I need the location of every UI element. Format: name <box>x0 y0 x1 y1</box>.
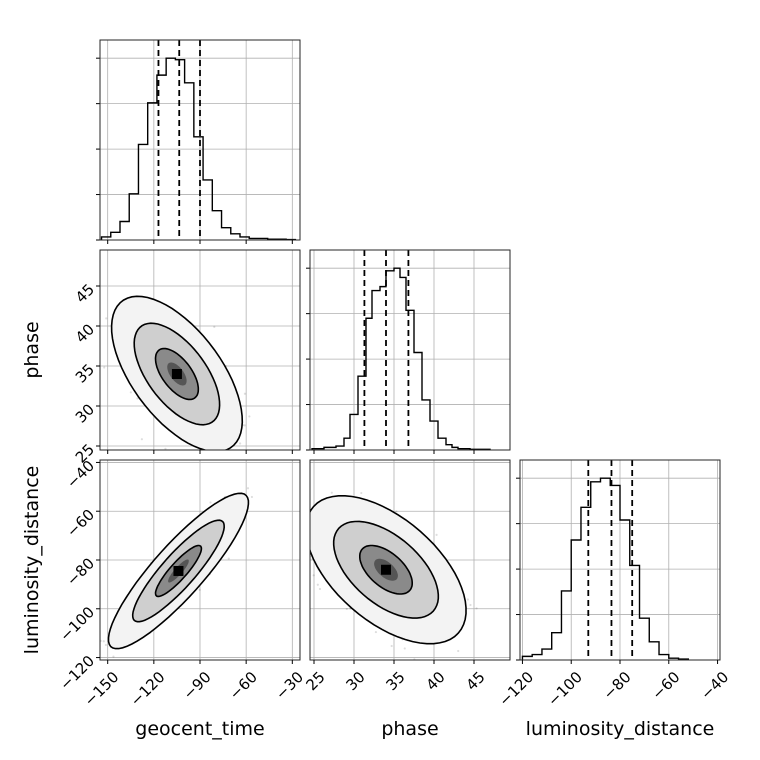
tick-label-y: −80 <box>63 554 98 589</box>
tick-label-x: 35 <box>383 668 409 694</box>
tick-label-y: −60 <box>63 506 98 541</box>
scatter-point <box>243 392 247 395</box>
scatter-point <box>243 424 246 427</box>
scatter-point <box>103 366 106 369</box>
axis-label-phase: phase <box>21 321 43 378</box>
scatter-point <box>318 587 322 591</box>
scatter-point <box>312 574 315 577</box>
tick-label-x: −30 <box>272 668 307 703</box>
scatter-point <box>469 603 472 607</box>
contour-line <box>110 295 244 450</box>
tick-label-x: 30 <box>343 668 369 694</box>
density-peak <box>173 565 184 576</box>
scatter-point <box>198 588 201 592</box>
tick-label-y: 40 <box>72 320 98 346</box>
scatter-point <box>435 533 438 536</box>
hist-panel-phase <box>306 249 511 454</box>
contour-line <box>359 544 413 595</box>
scatter-point <box>239 442 242 445</box>
scatter-point <box>104 643 107 647</box>
contour-line <box>332 520 440 619</box>
scatter-point <box>265 456 267 458</box>
scatter-point <box>104 663 106 665</box>
scatter-point <box>395 510 398 513</box>
tick-label-y: −100 <box>56 603 98 645</box>
scatter-point <box>303 500 305 502</box>
contour-line <box>133 322 221 426</box>
tick-label-x: −60 <box>648 668 683 703</box>
scatter-point <box>129 391 132 394</box>
tick-label-x: −60 <box>226 668 261 703</box>
density-peak <box>171 369 182 379</box>
scatter-point <box>136 397 139 400</box>
scatter-point <box>330 491 333 494</box>
scatter-point <box>246 487 250 490</box>
scatter-point <box>285 549 287 551</box>
scatter-point <box>345 607 348 611</box>
tick-label-y: 30 <box>72 400 98 426</box>
histogram-geocent_time <box>100 57 297 240</box>
density-peak <box>381 564 391 575</box>
tick-label-x: −90 <box>180 668 215 703</box>
scatter-point <box>302 491 304 493</box>
scatter-point <box>209 501 212 504</box>
contour-line <box>154 347 200 401</box>
contour-line <box>131 519 226 623</box>
scatter-point <box>102 640 105 643</box>
axis-label-luminosity_distance: luminosity_distance <box>526 718 715 740</box>
tick-label-x: 45 <box>463 668 489 694</box>
scatter-point <box>431 665 433 667</box>
tick-label-x: −120 <box>495 668 537 710</box>
axis-label-phase: phase <box>381 718 438 740</box>
hist-panel-geocent_time <box>96 39 301 244</box>
scatter-point <box>374 630 378 634</box>
scatter-point <box>457 649 460 653</box>
scatter-point <box>316 583 319 586</box>
tick-label-y: 35 <box>72 360 98 386</box>
scatter-point <box>466 598 469 601</box>
scatter-point <box>105 317 108 320</box>
scatter-point <box>475 607 478 610</box>
hist-panel-luminosity_distance: −120 −100 −80 −60 −40 luminosity_distance <box>495 459 732 740</box>
scatter-panel-phase-vs-luminosity_distance: 25 30 35 40 45 phase <box>285 459 511 740</box>
axis-label-geocent_time: geocent_time <box>135 718 264 740</box>
histogram-phase <box>311 267 491 450</box>
scatter-point <box>250 495 254 499</box>
tick-label-x: 40 <box>423 668 449 694</box>
scatter-point <box>360 491 363 495</box>
tick-label-x: −100 <box>544 668 586 710</box>
tick-label-x: −40 <box>697 668 732 703</box>
scatter-point <box>248 415 251 418</box>
contour-line <box>154 544 203 598</box>
scatter-point <box>403 647 406 650</box>
axis-label-luminosity_distance: luminosity_distance <box>21 466 43 655</box>
scatter-point <box>390 644 393 648</box>
tick-label-x: 25 <box>303 668 329 694</box>
tick-label-y: 45 <box>72 280 98 306</box>
scatter-point <box>164 447 167 450</box>
tick-label-x: −120 <box>127 668 169 710</box>
scatter-point <box>227 557 230 560</box>
tick-label-y: −40 <box>63 457 98 492</box>
panel-frame <box>309 459 511 661</box>
panel-frame <box>309 249 511 451</box>
histogram-luminosity_distance <box>521 477 689 660</box>
tick-label-x: −80 <box>600 668 635 703</box>
scatter-point <box>213 325 216 328</box>
contour-line <box>107 492 250 650</box>
scatter-point <box>112 655 115 658</box>
scatter-panel-geocent_time-vs-luminosity_distance: −120−100−80−60−40luminosity_distance−150… <box>21 456 307 740</box>
scatter-point <box>140 438 143 441</box>
contour-line <box>310 495 467 645</box>
